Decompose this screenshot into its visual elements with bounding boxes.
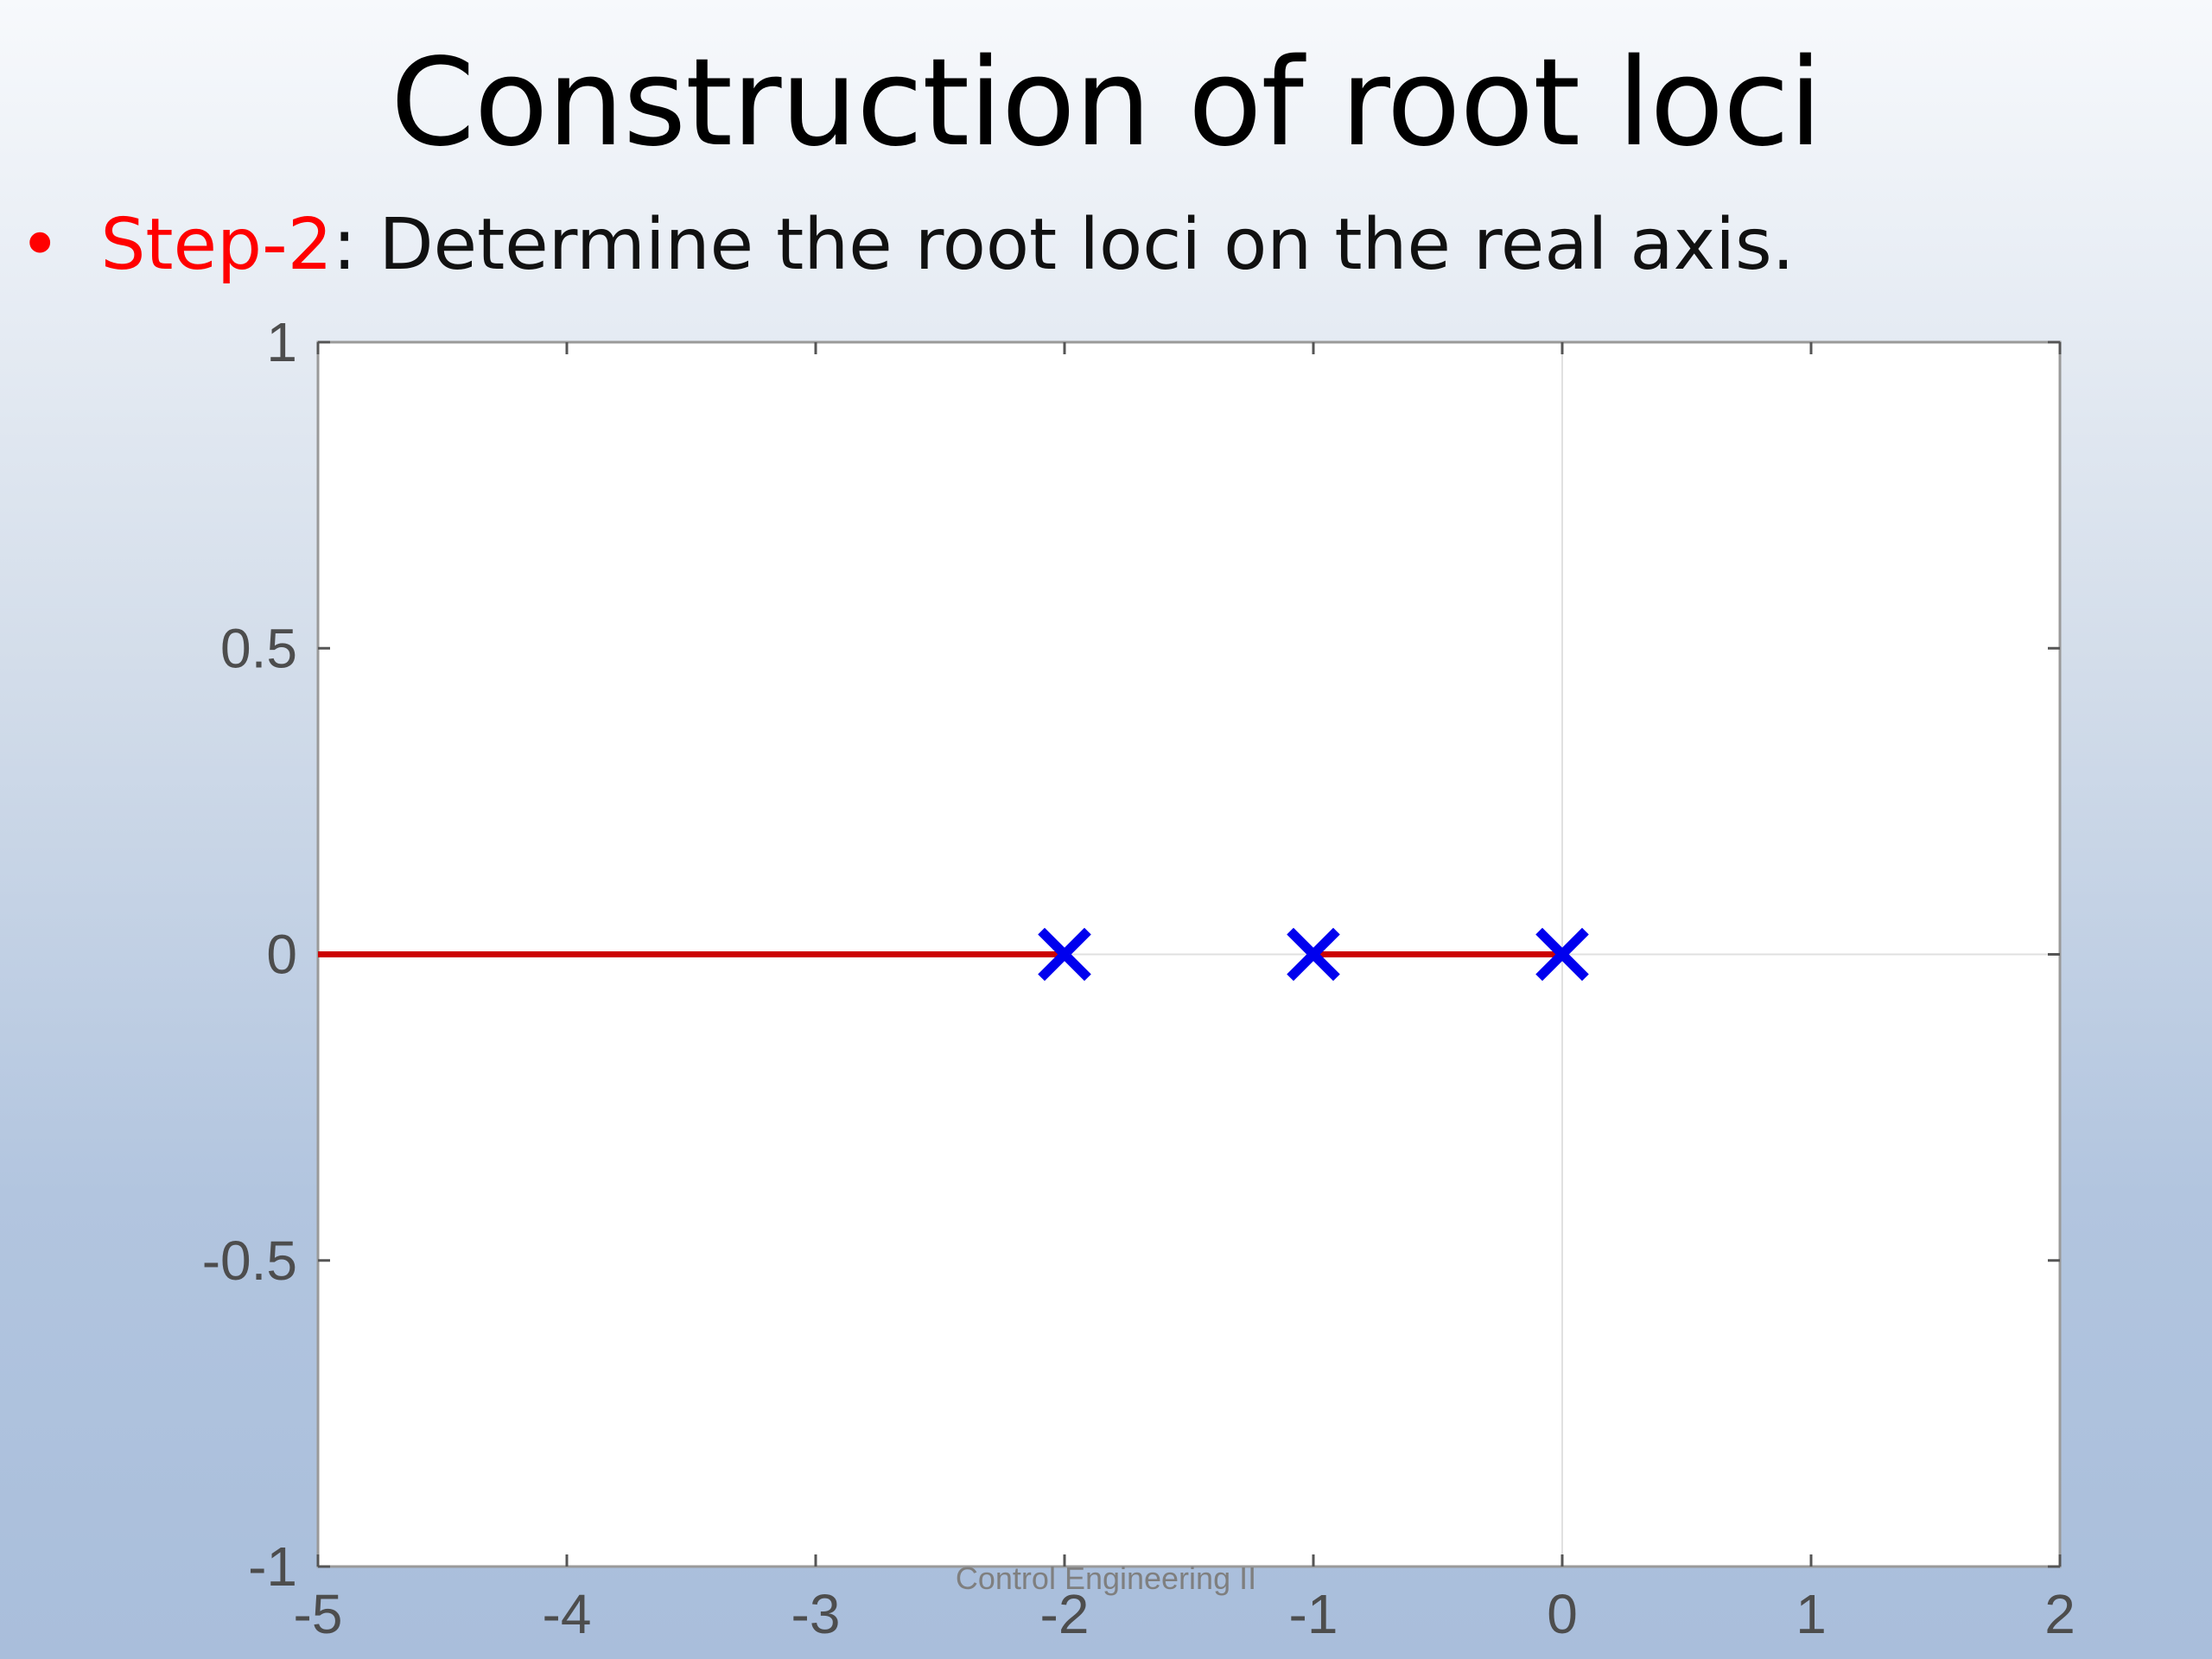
x-tick-label: -1 — [1289, 1583, 1338, 1645]
pole-marker-stroke — [1287, 927, 1340, 982]
pole-marker-stroke — [1535, 927, 1589, 982]
slide-title: Construction of root loci — [391, 33, 1822, 174]
y-tick-label: -1 — [248, 1535, 297, 1598]
step-label: Step-2 — [100, 204, 333, 286]
x-tick-label: -4 — [543, 1583, 592, 1645]
bullet-marker: • — [19, 204, 61, 286]
y-tick-label: 0.5 — [220, 617, 297, 679]
bullet-line: • Step-2: Determine the root loci on the … — [19, 204, 1795, 286]
y-tick-label: 0 — [266, 924, 297, 986]
x-tick-label: 2 — [2044, 1583, 2075, 1645]
x-tick-label: 1 — [1796, 1583, 1827, 1645]
pole-marker — [1535, 927, 1589, 982]
x-tick-label: -3 — [791, 1583, 841, 1645]
bullet-text: : Determine the root loci on the real ax… — [332, 204, 1795, 286]
slide-footer: Control Engineering II — [955, 1560, 1257, 1596]
y-tick-label: 1 — [266, 311, 297, 373]
pole-marker — [1038, 927, 1091, 982]
tick-label-layer: -5 -4 -3 -2 -1 0 1 2 -1 -0.5 0 0.5 1 — [202, 311, 2075, 1645]
pole-marker — [1287, 927, 1340, 982]
x-tick-label: 0 — [1547, 1583, 1578, 1645]
x-tick-label: -2 — [1040, 1583, 1090, 1645]
pole-layer — [1038, 927, 1589, 982]
y-tick-label: -0.5 — [202, 1230, 297, 1292]
pole-marker-stroke — [1038, 927, 1091, 982]
x-tick-label: -5 — [294, 1583, 343, 1645]
